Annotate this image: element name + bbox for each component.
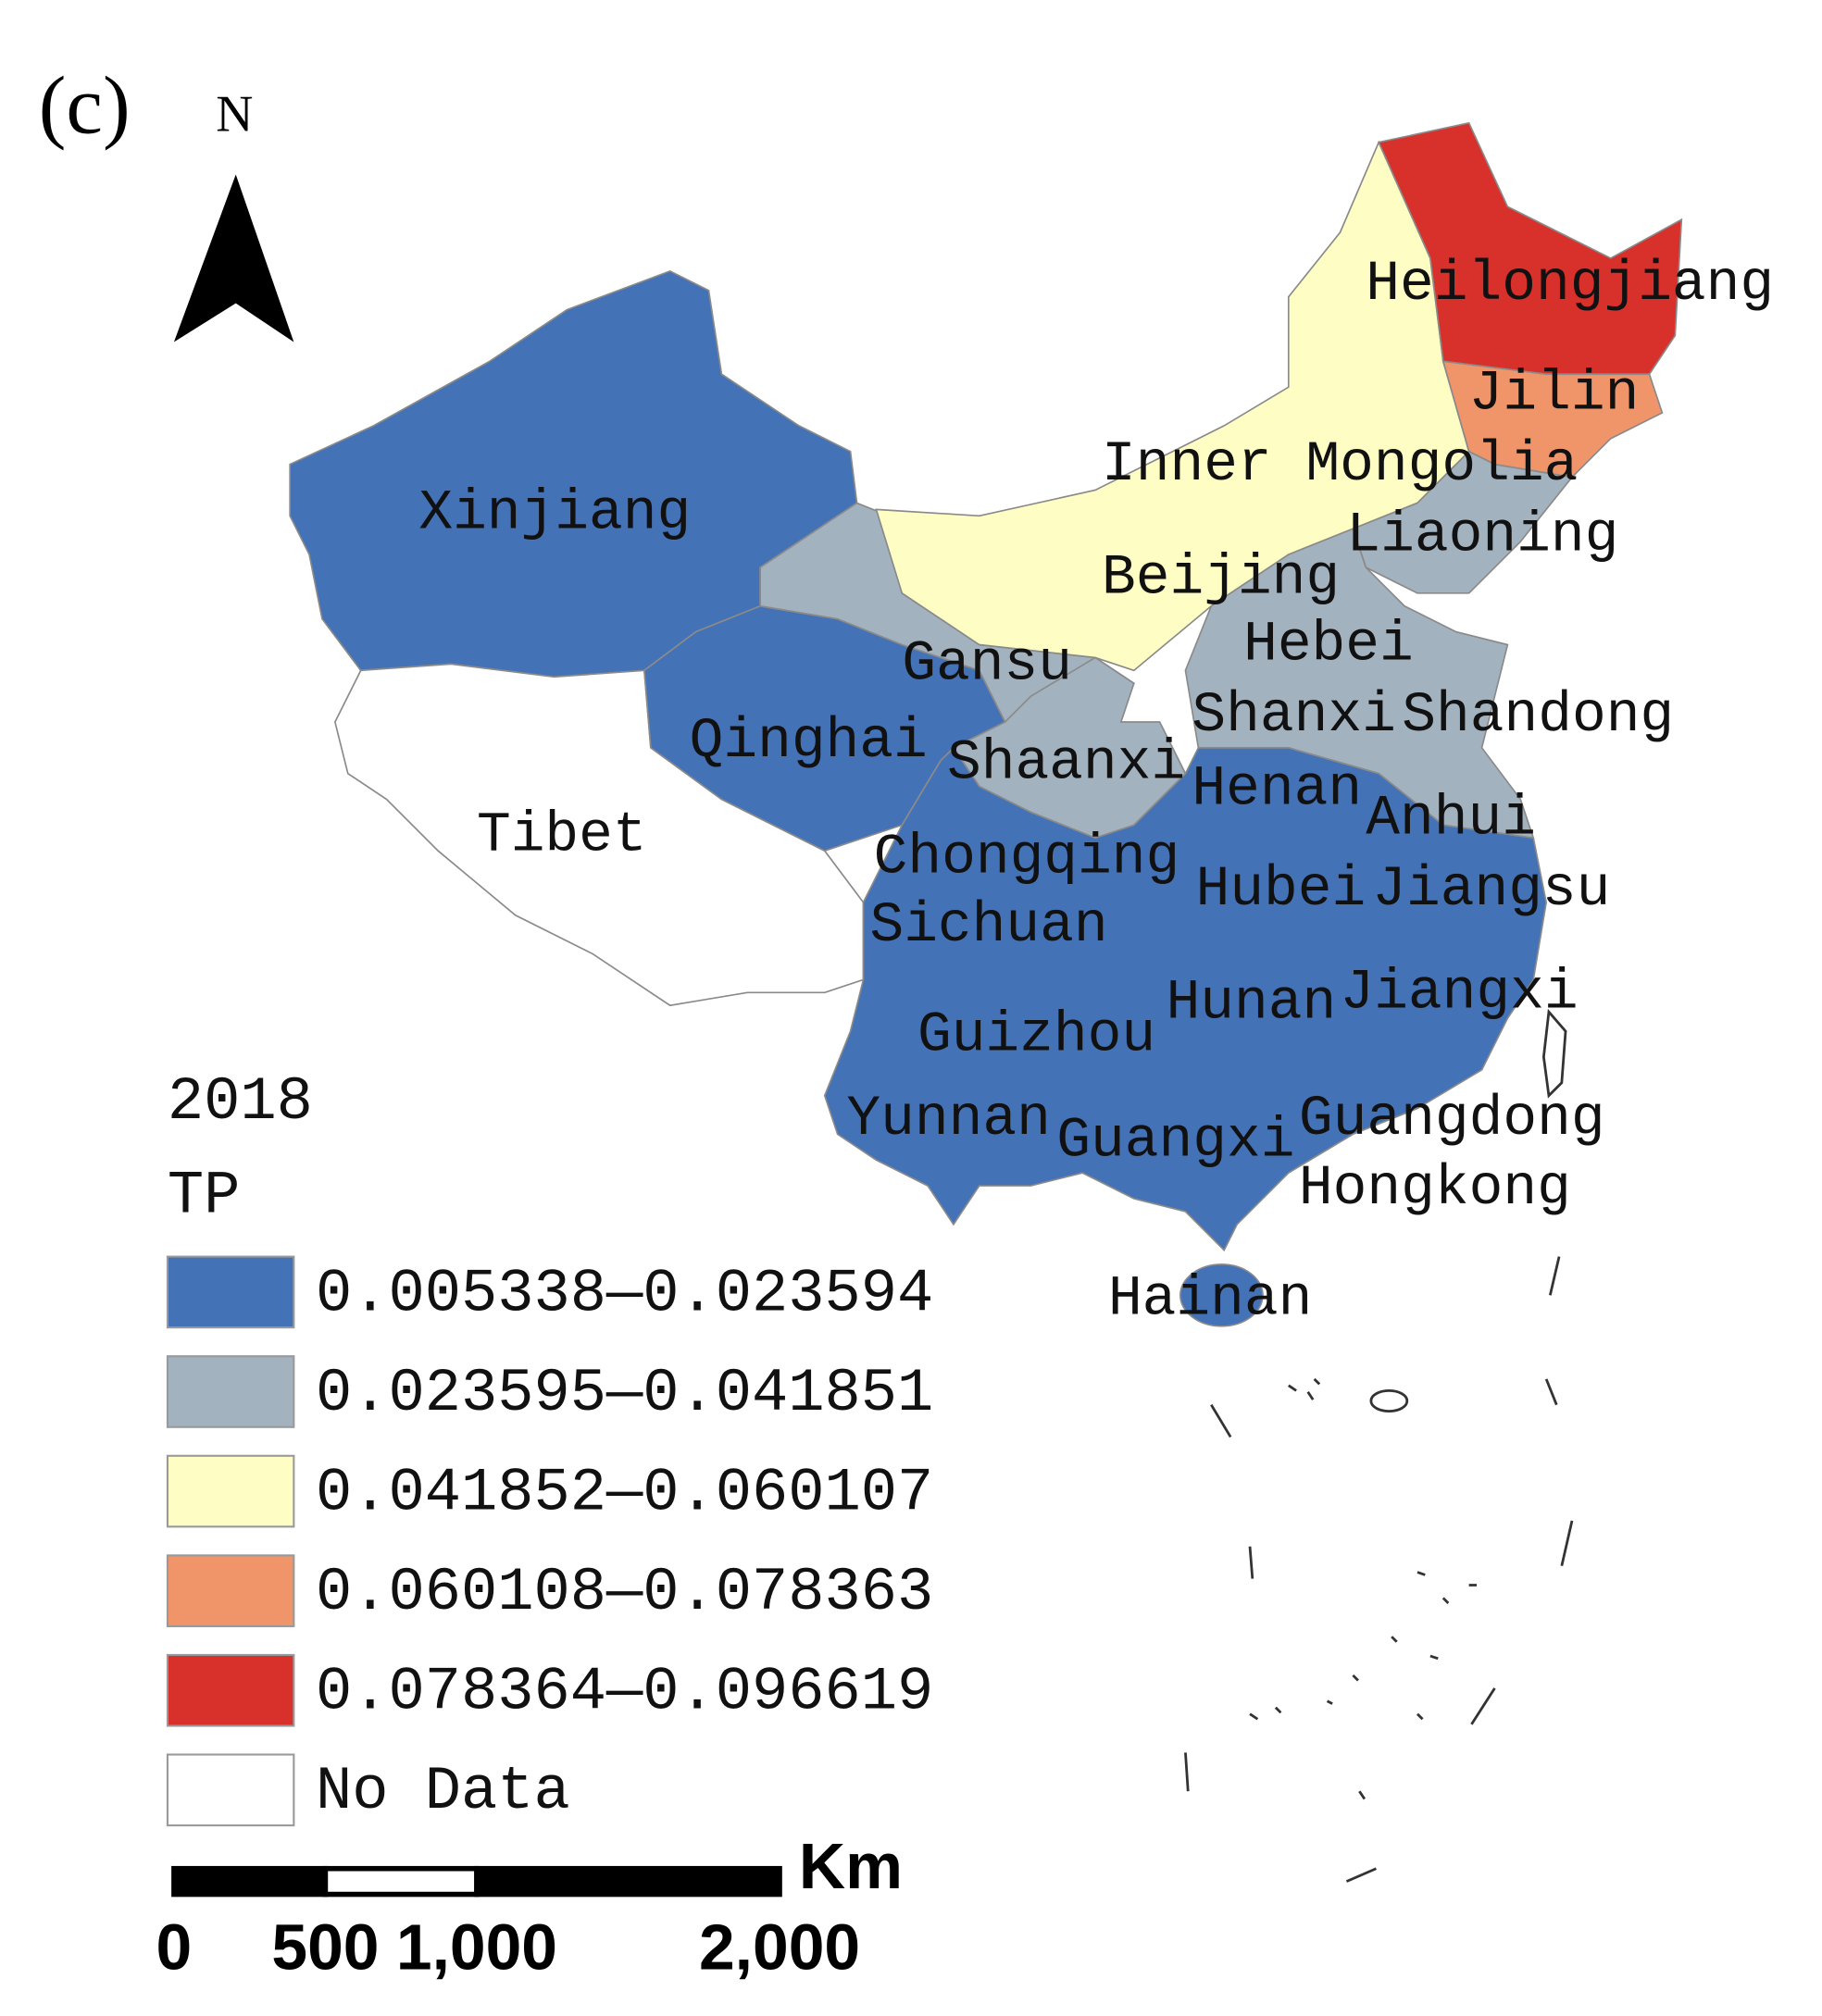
region-label: Shanxi [1192, 684, 1395, 748]
legend-label: 0.060108—0.078363 [316, 1559, 933, 1627]
region-label: Jiangxi [1340, 961, 1578, 1025]
north-label: N [216, 85, 253, 143]
region-label: Shandong [1402, 684, 1674, 748]
panel-label: (c) [39, 61, 131, 152]
region-label: Inner Mongolia [1102, 433, 1578, 497]
legend-swatch [166, 1355, 295, 1428]
scale-label: 0 [156, 1911, 193, 1984]
region-label: Chongqing [874, 826, 1180, 890]
region-label: Liaoning [1346, 504, 1618, 567]
region-label: Xinjiang [418, 482, 691, 546]
north-arrow [173, 174, 294, 342]
region-label: Hainan [1108, 1268, 1312, 1332]
region-label: Hongkong [1299, 1157, 1571, 1221]
region-label: Henan [1192, 758, 1362, 822]
legend-swatch [166, 1255, 295, 1329]
scale-label: 500 [271, 1911, 379, 1984]
scale-label: 2,000 [699, 1911, 860, 1984]
province-shape [1378, 121, 1683, 376]
legend-label: 0.041852—0.060107 [316, 1459, 933, 1527]
legend-subtitle: TP [168, 1162, 241, 1230]
scale-unit: Km [799, 1830, 903, 1902]
region-label: Guizhou [917, 1003, 1155, 1067]
region-label: Jiangsu [1372, 858, 1610, 922]
region-labels: Heilongjiang Jilin Inner Mongolia Liaoni… [418, 253, 1774, 1332]
province-shape [823, 746, 1548, 1252]
scale-segment [474, 1865, 782, 1898]
region-label: Hubei [1196, 858, 1366, 922]
islands [1184, 1008, 1574, 1883]
region-label: Yunnan [846, 1088, 1050, 1151]
legend: 0.005338—0.023594 0.023595—0.041851 0.0418… [166, 1255, 933, 1827]
provinces [289, 121, 1683, 1327]
legend-swatch [166, 1753, 295, 1827]
province-shape [1352, 450, 1574, 594]
scale-label: 1,000 [396, 1911, 557, 1984]
region-label: Shaanxi [947, 732, 1185, 796]
region-label: Tibet [477, 804, 647, 868]
scale-segment [322, 1865, 480, 1898]
scale-segment [171, 1865, 329, 1898]
legend-label: 0.023595—0.041851 [316, 1360, 933, 1428]
legend-label: 0.005338—0.023594 [316, 1260, 933, 1328]
legend-title: 2018 [168, 1068, 313, 1137]
region-label: Gansu [902, 633, 1072, 697]
legend-swatch [166, 1454, 295, 1528]
legend-swatch [166, 1554, 295, 1627]
region-label: Beijing [1102, 546, 1340, 610]
region-label: Hunan [1167, 972, 1337, 1036]
legend-swatch [166, 1653, 295, 1727]
region-label: Qinghai [690, 710, 928, 774]
scale-bar: 0 500 1,000 2,000 Km [156, 1830, 903, 1984]
region-label: Guangxi [1056, 1110, 1294, 1174]
legend-label: 0.078364—0.096619 [316, 1659, 933, 1727]
legend-label: No Data [316, 1758, 570, 1826]
region-label: Anhui [1366, 788, 1536, 852]
region-label: Guangdong [1299, 1088, 1605, 1151]
region-label: Heilongjiang [1366, 253, 1774, 317]
province-shape [1179, 1263, 1264, 1327]
region-label: Sichuan [869, 894, 1107, 958]
region-label: Jilin [1469, 362, 1640, 426]
region-label: Hebei [1243, 614, 1414, 678]
